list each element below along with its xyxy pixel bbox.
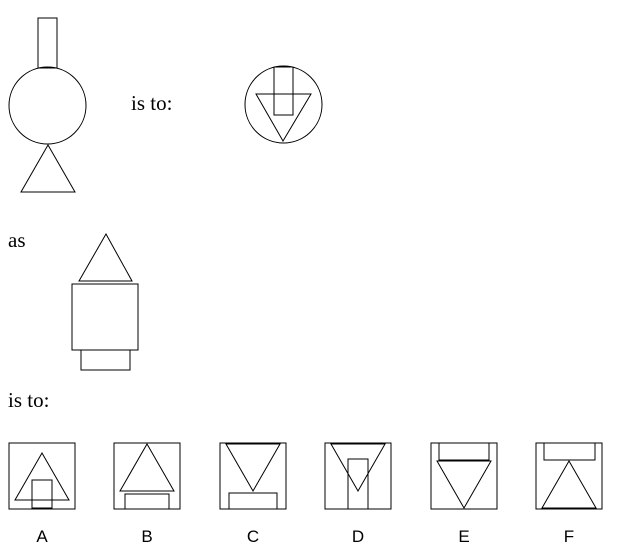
option-triangle <box>14 451 70 501</box>
option-frame <box>113 442 181 510</box>
option-letter-b[interactable]: B <box>141 527 153 546</box>
option-e-figure[interactable] <box>430 442 498 510</box>
as-label: as <box>8 228 26 252</box>
option-letter-f[interactable]: F <box>563 527 575 546</box>
option-triangle <box>119 442 175 492</box>
option-d-figure[interactable] <box>324 442 392 510</box>
option-frame <box>430 442 498 510</box>
option-f-figure[interactable] <box>535 442 603 510</box>
option-triangle <box>541 459 597 509</box>
target-figure <box>71 232 139 371</box>
source-triangle <box>20 143 76 193</box>
option-small-rectangle <box>543 442 596 461</box>
option-a-figure[interactable] <box>8 442 76 510</box>
target-triangle <box>78 232 133 282</box>
option-letter-c[interactable]: C <box>246 527 260 546</box>
option-frame <box>324 442 392 510</box>
option-inverted-triangle <box>330 443 386 493</box>
source-figure <box>8 17 87 193</box>
option-frame <box>535 442 603 510</box>
source-transformed-figure <box>244 65 323 144</box>
option-small-rectangle <box>347 458 369 510</box>
option-c-figure[interactable] <box>219 442 287 510</box>
is-to-label-1: is to: <box>131 91 173 115</box>
is-to-label-2: is to: <box>8 388 50 412</box>
transformed-circle <box>244 65 323 144</box>
option-inverted-triangle <box>436 460 492 510</box>
source-rectangle <box>37 17 58 69</box>
option-small-rectangle <box>31 479 53 509</box>
option-letter-d[interactable]: D <box>351 527 365 546</box>
option-b-figure[interactable] <box>113 442 181 510</box>
transformed-inverted-triangle <box>255 93 312 142</box>
option-letter-a[interactable]: A <box>36 527 48 546</box>
transformed-rectangle <box>273 66 294 116</box>
option-small-rectangle <box>228 492 278 510</box>
option-frame <box>219 442 287 510</box>
option-letter-e[interactable]: E <box>458 527 470 546</box>
option-small-rectangle <box>124 493 170 510</box>
target-small-rectangle <box>80 349 131 371</box>
option-inverted-triangle <box>225 443 281 493</box>
target-square <box>71 283 139 351</box>
option-small-rectangle <box>438 442 490 461</box>
source-circle <box>8 66 87 145</box>
option-frame <box>8 442 76 510</box>
